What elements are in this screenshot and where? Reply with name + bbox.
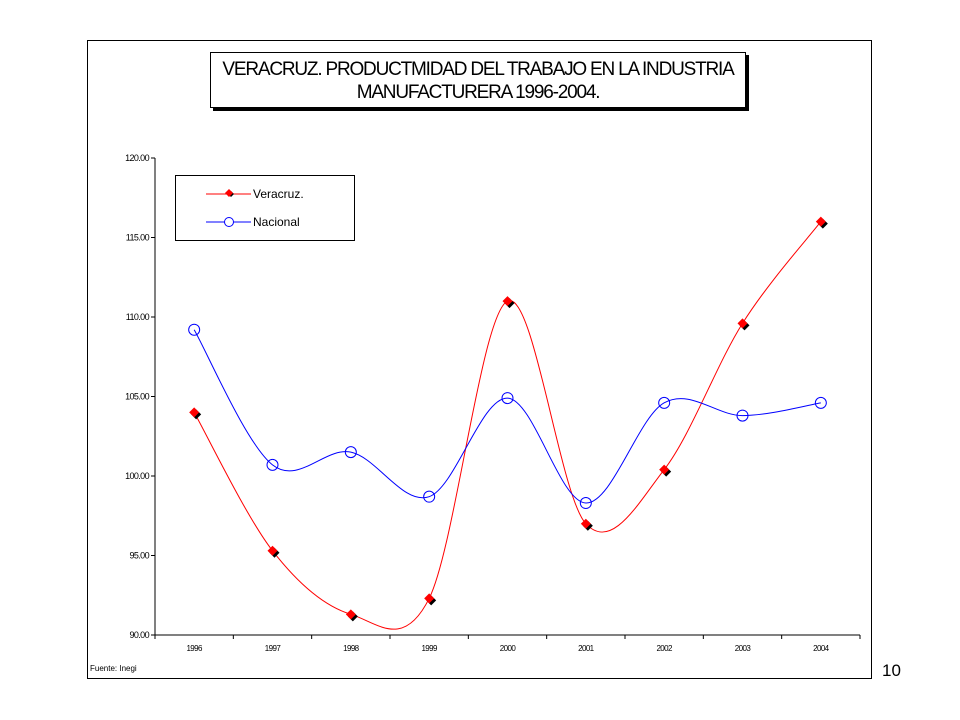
source-note: Fuente: Inegi [90, 664, 137, 673]
chart-title-line-2: MANUFACTURERA 1996-2004. [356, 82, 601, 103]
chart-title-line-1: VERACRUZ. PRODUCTMIDAD DEL TRABAJO EN LA… [222, 59, 734, 80]
y-tick-label: 105.00 [125, 392, 150, 402]
x-tick-label: 2003 [735, 644, 752, 653]
data-point-nacional [579, 497, 592, 510]
legend-entry-nacional: Nacional [176, 212, 354, 232]
data-point-veracruz [424, 593, 435, 604]
x-tick-label: 2001 [578, 644, 595, 653]
data-point-veracruz [815, 216, 826, 227]
x-tick-label: 1999 [421, 644, 438, 653]
x-tick-label: 2000 [500, 644, 517, 653]
x-tick-label: 1997 [265, 644, 282, 653]
y-tick-label: 95.00 [129, 551, 149, 561]
y-tick-label: 115.00 [126, 233, 150, 243]
legend-swatch-veracruz [206, 189, 251, 197]
legend-entry-veracruz: Veracruz. [176, 184, 354, 204]
series-line-nacional [193, 329, 821, 504]
data-point-veracruz [659, 464, 670, 475]
x-tick-label: 1996 [186, 644, 203, 653]
data-point-veracruz [502, 296, 513, 307]
data-point-nacional [814, 396, 827, 409]
x-tick-label: 1998 [343, 644, 360, 653]
data-point-nacional [188, 323, 201, 336]
legend-label-veracruz: Veracruz. [253, 187, 304, 201]
legend-swatch-nacional [206, 217, 251, 227]
chart-series [188, 216, 828, 630]
data-point-nacional [344, 446, 357, 459]
y-tick-label: 100.00 [125, 471, 150, 481]
x-tick-label: 2002 [656, 644, 673, 653]
series-line-veracruz [193, 221, 822, 630]
data-point-nacional [501, 392, 514, 405]
y-tick-label: 90.00 [129, 630, 149, 640]
data-point-veracruz [580, 518, 591, 529]
chart-legend: Veracruz. Nacional [175, 175, 355, 241]
data-point-veracruz [267, 545, 278, 556]
page-number: 10 [882, 661, 901, 680]
data-point-nacional [266, 458, 279, 471]
data-point-veracruz [345, 609, 356, 620]
data-point-veracruz [737, 318, 748, 329]
chart-frame [87, 40, 872, 679]
y-tick-label: 110.00 [126, 312, 150, 322]
data-point-nacional [423, 490, 436, 503]
legend-label-nacional: Nacional [253, 215, 300, 229]
data-point-nacional [736, 409, 749, 422]
data-point-veracruz [189, 407, 200, 418]
x-tick-label: 2004 [813, 644, 830, 653]
chart-axes: 90.00 95.00 100.00 105.00 110.00 115.00 120.00… [125, 153, 861, 653]
data-point-nacional [658, 396, 671, 409]
chart-title: VERACRUZ. PRODUCTMIDAD DEL TRABAJO EN LA… [210, 52, 746, 108]
y-tick-label: 120.00 [125, 153, 150, 163]
